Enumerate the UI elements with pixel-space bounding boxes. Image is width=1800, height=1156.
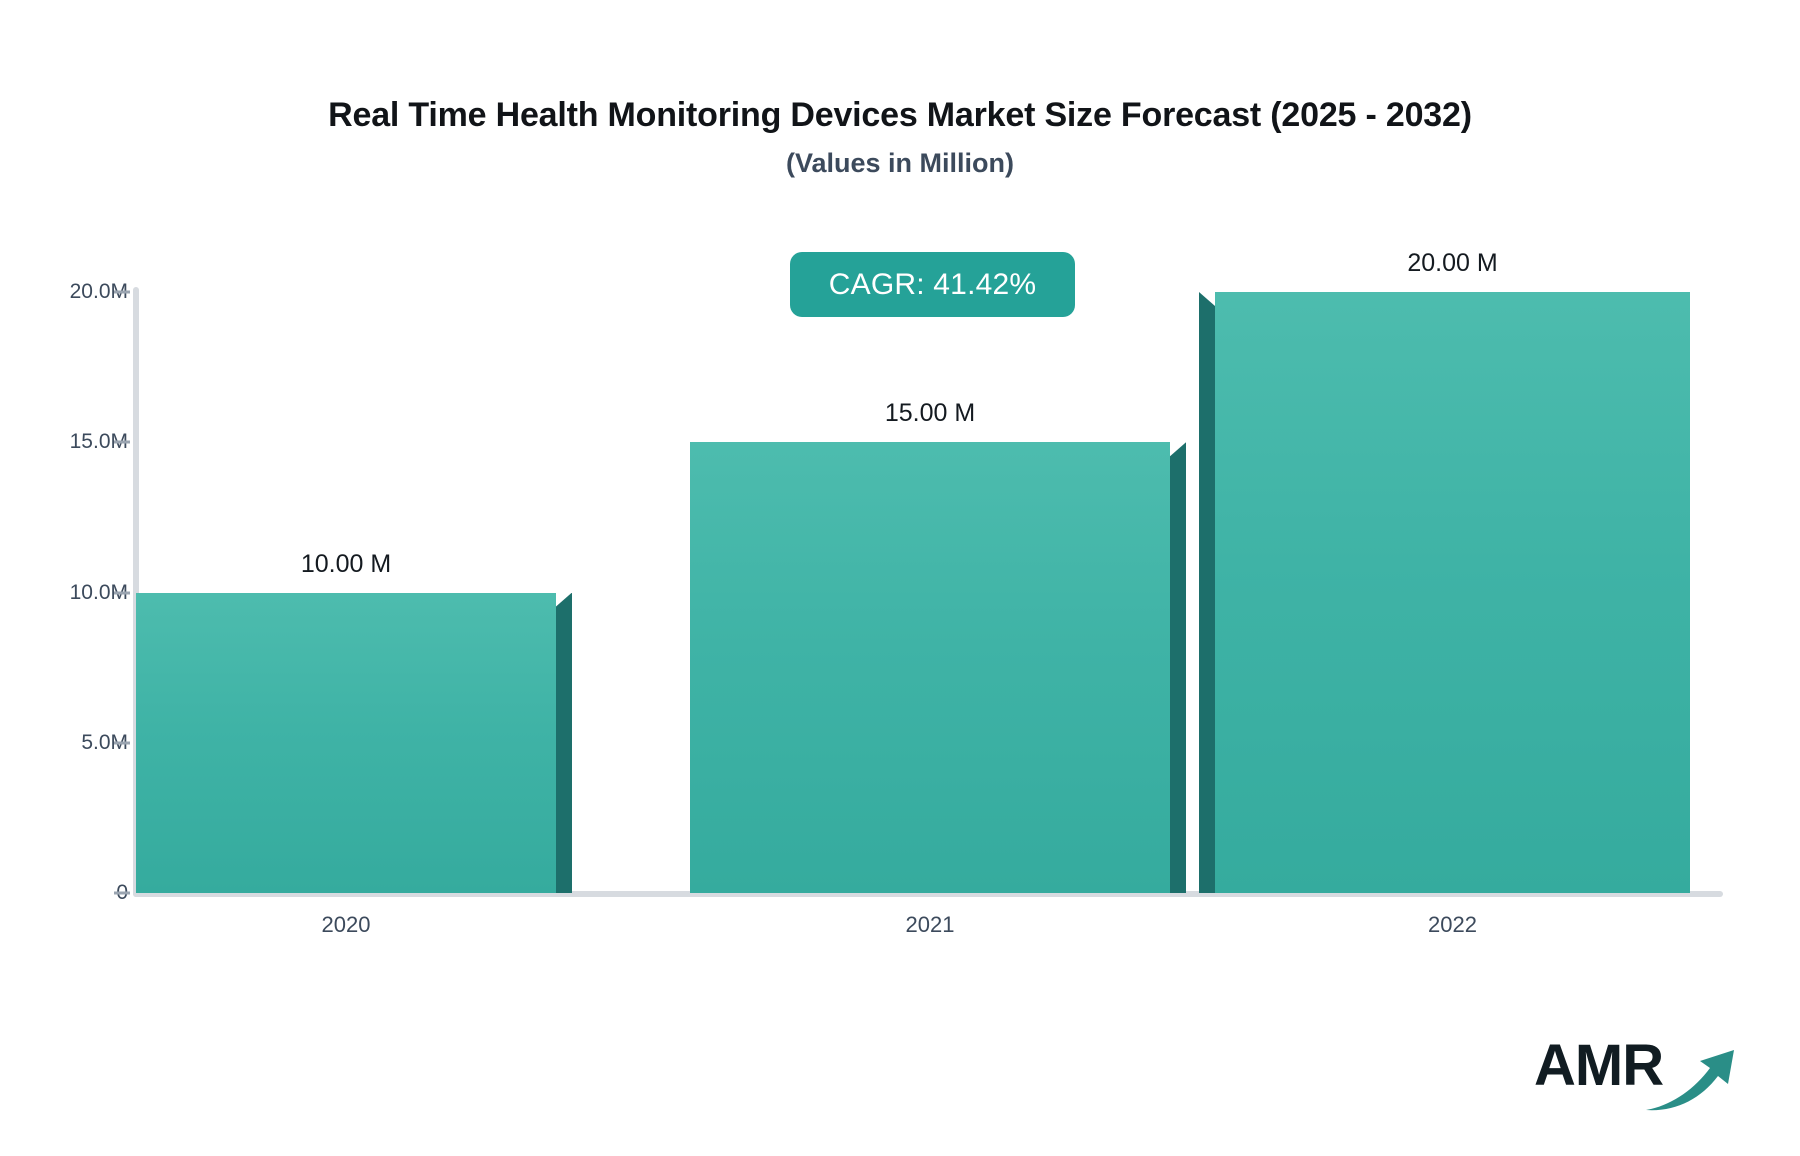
cagr-badge-label: CAGR: 41.42%: [828, 267, 1037, 301]
x-axis-label-2020: 2020: [321, 912, 371, 937]
bar-side-face: [1199, 292, 1215, 893]
cagr-badge: CAGR: 41.42%: [790, 252, 1075, 317]
y-axis-tick-mark: [114, 741, 130, 745]
bar-side-face: [1170, 442, 1186, 893]
logo-text: AMR: [1534, 1033, 1664, 1098]
bar-value-label: 20.00 M: [1407, 249, 1498, 277]
bar-front-face: [136, 592, 556, 893]
x-axis-label-2021: 2021: [905, 912, 955, 937]
y-axis-tick-label: 10.0M: [69, 580, 128, 604]
bar-value-label: 15.00 M: [884, 399, 976, 428]
bar-value-label: 10.00 M: [300, 549, 392, 578]
y-axis-tick-mark: [114, 440, 130, 444]
y-axis-tick-mark: [114, 290, 130, 294]
y-axis-tick-mark: [114, 591, 130, 594]
bar-2020[interactable]: 10.00 M: [136, 0, 572, 893]
bar-side-face: [556, 592, 572, 893]
y-axis-tick-label: 20.0M: [69, 280, 128, 303]
chart-subtitle: (Values in Million): [785, 148, 1015, 178]
y-axis-tick-label: 5.0M: [81, 730, 128, 754]
y-axis-line: [133, 287, 139, 897]
bar-front-face: [1215, 292, 1690, 893]
page-title: Real Time Health Monitoring Devices Mark…: [328, 96, 1472, 134]
x-axis-label-2022: 2022: [1428, 912, 1477, 937]
amr-logo: AMR: [1534, 1036, 1734, 1116]
growth-arrow-icon: [1646, 1050, 1734, 1111]
x-axis-line: [133, 891, 1723, 897]
y-axis-tick-mark: [114, 891, 130, 895]
bar-2022[interactable]: 20.00 M: [1199, 0, 1690, 893]
bar-2021[interactable]: 15.00 M: [690, 0, 1186, 893]
bar-front-face: [690, 442, 1170, 893]
y-axis-tick-label: 15.0M: [69, 430, 128, 454]
y-axis-tick-label: 0: [0, 881, 128, 905]
